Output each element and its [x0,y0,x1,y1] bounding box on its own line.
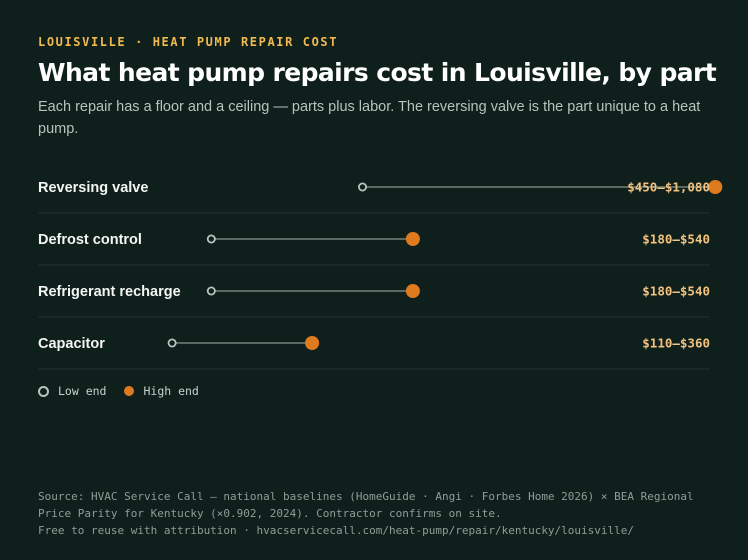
legend: Low end High end [38,384,217,398]
category-label: Defrost control [38,232,142,248]
high-end-dot [305,336,320,350]
eyebrow-label: LOUISVILLE · HEAT PUMP REPAIR COST [38,35,339,49]
high-end-dot [708,180,723,194]
legend-high-label: High end [143,384,199,398]
range-value-label: $110–$360 [642,336,710,351]
range-value-label: $180–$540 [642,284,710,299]
chart-title: What heat pump repairs cost in Louisvill… [38,58,717,87]
low-end-dot [167,338,177,348]
category-label: Reversing valve [38,180,148,196]
legend-item-high: High end [124,384,199,398]
range-value-label: $450–$1,080 [627,180,710,195]
range-chart: Reversing valve $450–$1,080 Defrost contro… [38,180,723,370]
legend-item-low: Low end [38,384,106,398]
legend-low-label: Low end [58,384,107,398]
category-label: Capacitor [38,336,105,352]
source-line-3: Free to reuse with attribution · hvacser… [38,524,635,537]
category-label: Refrigerant recharge [38,284,181,300]
high-end-dot [405,284,420,298]
chart-subtitle: Each repair has a floor and a ceiling — … [38,99,701,137]
source-line-1: Source: HVAC Service Call — national bas… [38,490,694,503]
high-end-swatch-icon [124,386,135,396]
low-end-dot [206,234,216,244]
low-end-dot [206,286,216,296]
low-end-dot [357,182,367,192]
range-value-label: $180–$540 [642,232,710,247]
low-end-swatch-icon [38,385,49,397]
source-line-2: Price Parity for Kentucky (×0.902, 2024)… [38,507,502,520]
high-end-dot [405,232,420,246]
source-note: Source: HVAC Service Call — national bas… [38,488,728,539]
